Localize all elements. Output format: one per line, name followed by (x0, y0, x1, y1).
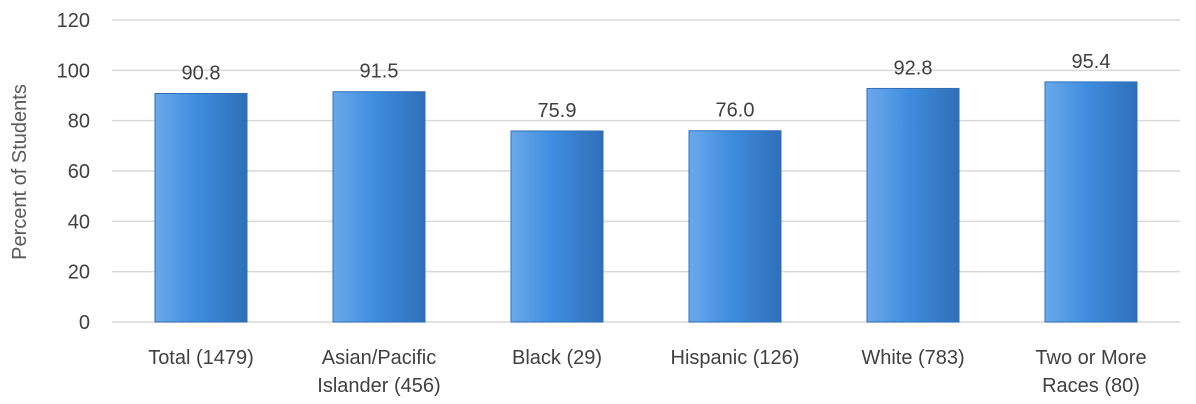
data-label: 91.5 (360, 61, 399, 83)
y-tick-label: 80 (68, 111, 90, 133)
bar (1044, 81, 1138, 323)
data-label: 95.4 (1072, 51, 1111, 73)
y-tick-label: 120 (57, 10, 90, 32)
y-tick-label: 20 (68, 262, 90, 284)
x-category-label: Hispanic (126) (671, 347, 800, 369)
x-axis-categories: Total (1479) Asian/Pacific Islander (456) B… (148, 347, 1146, 397)
data-label: 76.0 (716, 100, 755, 122)
y-tick-label: 60 (68, 161, 90, 183)
bar (332, 91, 426, 323)
x-category-label: Total (1479) (148, 347, 254, 369)
bar (866, 87, 960, 323)
x-category-label: White (783) (861, 347, 964, 369)
data-label: 92.8 (894, 57, 933, 79)
y-tick-label: 0 (79, 312, 90, 334)
data-label: 90.8 (182, 62, 221, 84)
bar (510, 130, 604, 323)
data-labels: 90.8 91.5 75.9 76.0 92.8 95.4 (182, 51, 1111, 122)
x-category-label: Two or More Races (80) (1035, 347, 1146, 397)
y-tick-label: 40 (68, 211, 90, 233)
y-axis-label: Percent of Students (9, 84, 31, 260)
x-category-label: Asian/Pacific Islander (456) (317, 347, 440, 397)
gridlines (112, 19, 1180, 323)
bar (688, 130, 782, 323)
x-category-label: Black (29) (512, 347, 602, 369)
bars (154, 81, 1138, 323)
bar (154, 92, 248, 323)
y-axis-ticks: 0 20 40 60 80 100 120 (57, 10, 90, 334)
data-label: 75.9 (538, 100, 577, 122)
y-tick-label: 100 (57, 60, 90, 82)
